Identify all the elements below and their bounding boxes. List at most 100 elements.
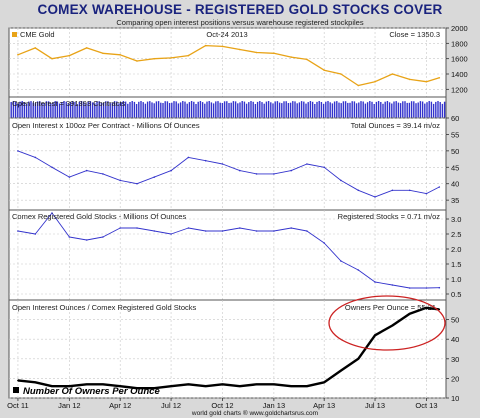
open-interest-bar	[417, 102, 419, 118]
registered-stocks-line-point	[51, 212, 53, 214]
gold-price-line-point	[204, 44, 207, 47]
open-interest-bar	[45, 101, 48, 118]
open-interest-bar	[140, 101, 142, 118]
gold-price-line-point	[34, 47, 37, 49]
gold-price-line-point	[187, 54, 190, 57]
open-interest-bar	[175, 101, 177, 118]
open-interest-bar	[296, 103, 298, 118]
open-interest-bar	[113, 101, 116, 118]
open-interest-line-point	[34, 156, 37, 159]
owners-per-ounce-line-point	[290, 385, 293, 388]
open-interest-bar	[415, 103, 417, 118]
owners-legend-label: Number Of Owners Per Ounce	[23, 386, 160, 397]
registered-stocks-line-point	[323, 242, 326, 244]
open-interest-bar	[111, 102, 114, 118]
y-tick-label: 1.5	[451, 260, 461, 269]
open-interest-bar	[223, 101, 226, 118]
gold-price-line-point	[51, 57, 53, 60]
open-interest-bar	[96, 101, 98, 118]
gold-price-line-point	[425, 80, 428, 83]
registered-stocks-line-point	[425, 287, 428, 289]
owners-per-ounce-line-point	[425, 307, 428, 309]
open-interest-bar	[36, 101, 39, 118]
open-interest-bar	[287, 103, 290, 118]
open-interest-bar	[129, 102, 131, 118]
open-interest-bar	[294, 101, 296, 118]
open-interest-line-point	[136, 182, 138, 185]
open-interest-bar	[164, 101, 166, 118]
open-interest-bar	[342, 101, 345, 118]
open-interest-line-point	[170, 169, 172, 172]
panel-open-interest	[8, 117, 447, 211]
gold-price-line-point	[306, 58, 308, 61]
open-interest-bar	[344, 101, 347, 118]
gold-price-line-point	[102, 52, 104, 55]
open-interest-bar	[149, 101, 151, 118]
open-interest-bar	[61, 102, 63, 118]
open-interest-bar	[388, 102, 391, 118]
open-interest-line-point	[306, 163, 308, 165]
open-interest-bar	[397, 102, 400, 118]
open-interest-bar	[199, 101, 202, 118]
registered-stocks-line	[17, 212, 440, 289]
registered-stocks-line-point	[187, 227, 190, 229]
open-interest-bar	[39, 101, 41, 118]
gold-price-line-point	[408, 78, 411, 81]
gold-price-line-point	[85, 47, 88, 49]
open-interest-bar	[347, 102, 349, 118]
open-interest-bar	[10, 102, 12, 118]
gold-price-line	[17, 44, 440, 87]
open-interest-bar	[300, 101, 303, 118]
open-interest-bar	[325, 101, 327, 118]
open-interest-bar	[386, 101, 389, 118]
open-interest-bar	[305, 103, 307, 118]
open-interest-line-point	[425, 192, 428, 195]
x-tick-label: Oct 12	[211, 401, 233, 410]
open-interest-bar	[230, 102, 232, 118]
open-interest-bar	[364, 103, 367, 118]
registered-stocks-line-point	[255, 230, 258, 232]
y-tick-label: 60	[451, 114, 459, 123]
open-interest-bar	[58, 103, 61, 118]
open-interest-bar	[263, 103, 265, 118]
open-interest-bar	[30, 101, 32, 118]
owners-per-ounce-line-point	[323, 381, 326, 384]
y-tick-label: 10	[451, 394, 459, 403]
open-interest-bar	[89, 101, 92, 118]
price-date-label: Oct-24 2013	[206, 30, 247, 39]
open-interest-bar	[25, 103, 28, 118]
open-interest-bar	[166, 101, 169, 118]
price-legend-swatch	[12, 32, 17, 37]
footer-credit: world gold charts ® www.goldchartsrus.co…	[191, 409, 318, 417]
registered-stocks-line-point	[374, 281, 376, 283]
open-interest-bar	[437, 101, 439, 118]
open-interest-bar	[314, 104, 316, 118]
open-interest-bar	[366, 102, 369, 118]
open-interest-bar	[353, 101, 356, 118]
open-interest-bar	[210, 102, 213, 118]
open-interest-bar	[201, 102, 204, 118]
open-interest-bar	[384, 101, 386, 118]
open-interest-bar	[151, 102, 153, 118]
open-interest-bar	[250, 101, 252, 118]
chart-subtitle: Comparing open interest positions versus…	[116, 18, 364, 27]
gold-price-line-point	[357, 84, 360, 87]
open-interest-bar	[65, 101, 67, 118]
y-tick-label: 1.0	[451, 275, 461, 284]
open-interest-bar	[331, 103, 334, 118]
open-interest-bar	[184, 101, 186, 118]
open-interest-bar	[34, 103, 37, 118]
owners-per-ounce-line-point	[438, 308, 441, 311]
open-interest-bar	[17, 103, 19, 118]
registered-stocks-label: Comex Registered Gold Stocks - Millions …	[12, 212, 186, 221]
open-interest-bar	[270, 102, 272, 118]
owners-per-ounce-line-point	[340, 369, 342, 372]
open-interest-bar	[432, 103, 435, 118]
price-legend-label: CME Gold	[20, 30, 55, 39]
y-tick-label: 20	[451, 374, 459, 383]
x-tick-label: Oct 11	[7, 401, 29, 410]
open-interest-bar	[360, 101, 362, 118]
y-tick-label: 2000	[451, 24, 468, 33]
open-interest-bar	[441, 103, 444, 118]
